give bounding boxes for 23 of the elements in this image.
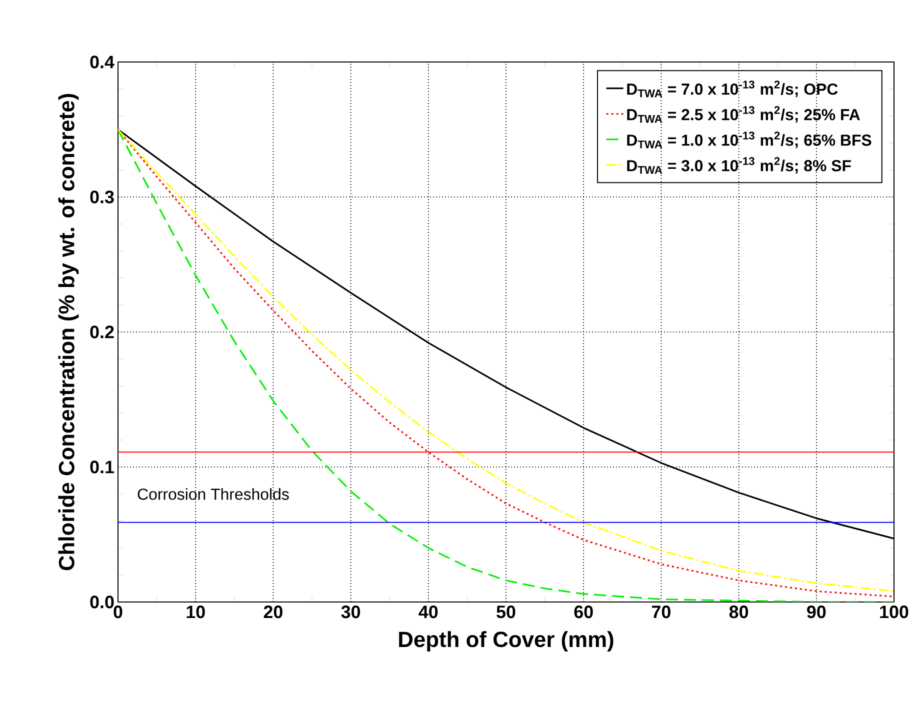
x-tick-label: 0: [114, 606, 122, 618]
x-tick-label: 90: [807, 606, 826, 618]
y-tick-label: 0.4: [90, 56, 114, 68]
x-tick-label: 60: [574, 606, 593, 618]
x-tick-label: 70: [652, 606, 670, 618]
x-tick-label: 40: [418, 606, 438, 618]
x-tick-label: 50: [496, 606, 516, 618]
legend-label: D$_{TWA}$ = 1.0 x 10$^{-13}$ m$^{2}$/s; 65% BFS: [627, 132, 872, 148]
y-tick-label: 0.0: [90, 596, 114, 608]
x-tick-label: 100: [880, 606, 908, 618]
y-tick-label: 0.1: [90, 460, 114, 474]
y-tick-label: 0.2: [90, 326, 114, 338]
x-tick-label: 30: [341, 606, 360, 618]
x-tick-label: 10: [186, 606, 205, 618]
y-axis-title: Chloride Concentration (% by wt. of concrete): [58, 94, 79, 570]
legend-label: D$_{TWA}$ = 7.0 x 10$^{-13}$ m$^{2}$/s; OPC: [627, 80, 838, 98]
y-tick-label: 0.3: [90, 190, 114, 204]
legend-label: D$_{TWA}$ = 3.0 x 10$^{-13}$ m$^{2}$/s; 8% SF: [627, 157, 851, 174]
x-tick-label: 80: [729, 606, 748, 618]
x-axis-title: Depth of Cover (mm): [399, 631, 614, 652]
x-tick-label: 20: [264, 606, 282, 618]
legend-label: D$_{TWA}$ = 2.5 x 10$^{-13}$ m$^{2}$/s; 25% FA: [627, 106, 860, 123]
annotation: Corrosion Thresholds: [138, 488, 289, 500]
